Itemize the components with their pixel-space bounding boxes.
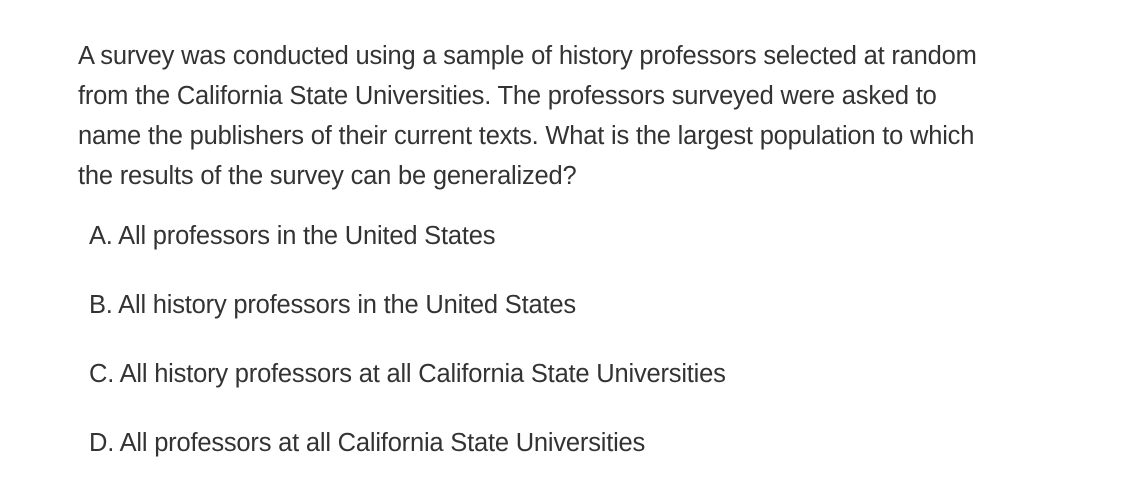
option-d[interactable]: D. All professors at all California Stat… — [89, 429, 646, 457]
question-line: from the California State Universities. … — [78, 82, 937, 110]
question-block: A survey was conducted using a sample of… — [78, 36, 1078, 196]
option-b[interactable]: B. All history professors in the United … — [89, 291, 576, 319]
question-line: name the publishers of their current tex… — [78, 122, 975, 150]
option-a[interactable]: A. All professors in the United States — [89, 222, 496, 250]
question-text: A survey was conducted using a sample of… — [78, 36, 1078, 196]
question-line: the results of the survey can be general… — [78, 162, 577, 190]
answer-options: A. All professors in the United States B… — [89, 216, 726, 463]
question-line: A survey was conducted using a sample of… — [78, 42, 977, 70]
option-c[interactable]: C. All history professors at all Califor… — [89, 360, 726, 388]
